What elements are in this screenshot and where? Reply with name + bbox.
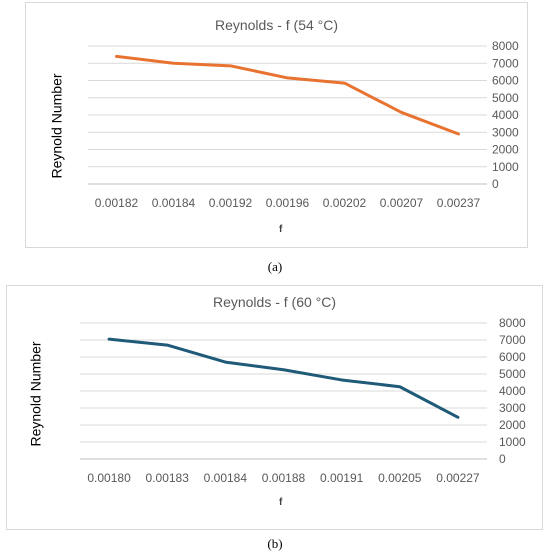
y-tick-label: 0 xyxy=(492,177,499,191)
series-line xyxy=(107,337,460,419)
chart-title: Reynolds - f (54 °C) xyxy=(214,17,339,33)
figure-caption: (a) xyxy=(267,259,283,274)
x-tick-label: 0.00184 xyxy=(204,471,248,485)
y-tick-label: 3000 xyxy=(499,401,526,415)
y-tick-label: 6000 xyxy=(492,74,519,88)
y-tick-label: 1000 xyxy=(499,435,526,449)
x-tick-label: 0.00191 xyxy=(320,471,364,485)
y-tick-label: 6000 xyxy=(499,350,526,364)
x-tick-label: 0.00182 xyxy=(95,196,139,210)
chart-plot-area: 0 1000 2000 3000 4000 5000 6000 7000 8000 0.00180… xyxy=(80,316,526,485)
y-tick-label: 4000 xyxy=(499,384,526,398)
x-tick-label: 0.00188 xyxy=(262,471,306,485)
x-tick-label: 0.00207 xyxy=(380,196,424,210)
y-tick-label: 2000 xyxy=(492,143,519,157)
x-tick-label: 0.00237 xyxy=(437,196,481,210)
figure-caption: (b) xyxy=(267,536,283,551)
y-tick-label: 7000 xyxy=(499,333,526,347)
y-tick-label: 2000 xyxy=(499,418,526,432)
chart-plot-area: 0 1000 2000 3000 4000 5000 6000 7000 8000 0.00182… xyxy=(88,39,519,210)
x-tick-label: 0.00196 xyxy=(266,196,310,210)
y-tick-label: 5000 xyxy=(492,91,519,105)
x-axis-label: f xyxy=(279,497,283,508)
x-tick-label: 0.00184 xyxy=(152,196,196,210)
x-tick-label: 0.00192 xyxy=(209,196,253,210)
x-axis-label: f xyxy=(279,224,283,235)
x-tick-label: 0.00180 xyxy=(87,471,131,485)
x-tick-label: 0.00183 xyxy=(146,471,190,485)
y-tick-label: 0 xyxy=(499,452,506,466)
y-tick-label: 5000 xyxy=(499,367,526,381)
y-tick-label: 7000 xyxy=(492,56,519,70)
y-tick-label: 8000 xyxy=(499,316,526,330)
y-tick-label: 1000 xyxy=(492,160,519,174)
y-tick-label: 3000 xyxy=(492,125,519,139)
x-tick-label: 0.00227 xyxy=(436,471,480,485)
y-tick-label: 8000 xyxy=(492,39,519,53)
x-tick-label: 0.00205 xyxy=(378,471,422,485)
series-line xyxy=(115,54,460,136)
x-tick-label: 0.00202 xyxy=(323,196,367,210)
y-tick-label: 4000 xyxy=(492,108,519,122)
chart-title: Reynolds - f (60 °C) xyxy=(212,294,337,310)
chart-frame xyxy=(25,2,528,248)
